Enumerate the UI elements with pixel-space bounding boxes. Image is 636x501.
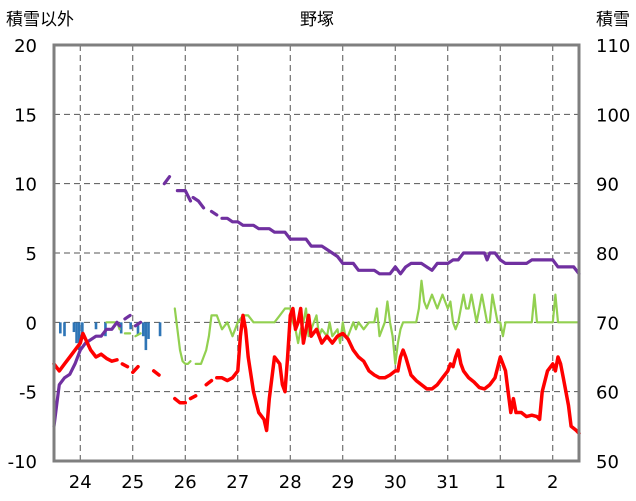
precipitation-bar (94, 322, 98, 330)
snow-depth-line (133, 320, 143, 328)
temperature-line (52, 331, 119, 373)
snow-depth-line (220, 216, 581, 276)
snow-depth-line (175, 189, 193, 203)
temperature-line (173, 396, 188, 405)
x-tick-label: 25 (121, 472, 144, 493)
x-tick-label: 29 (331, 472, 354, 493)
right-tick-labels: 110 100 90 80 70 60 50 (596, 36, 630, 473)
x-tick-label: 24 (69, 472, 92, 493)
temperature-line (215, 306, 581, 436)
left-tick-label: 15 (14, 105, 37, 126)
right-tick-label: 50 (596, 452, 619, 473)
wind-line (194, 279, 581, 365)
x-tick-label: 2 (547, 472, 558, 493)
temperature-line (120, 362, 130, 369)
snow-depth-line (123, 313, 132, 321)
series-lines (52, 175, 581, 436)
precipitation-bar (58, 322, 62, 334)
precipitation-bar (141, 322, 145, 337)
x-tick-label: 31 (436, 472, 459, 493)
precipitation-bars (58, 322, 162, 351)
precipitation-bar (129, 322, 132, 330)
left-tick-label: 5 (26, 244, 37, 265)
temperature-line (188, 394, 198, 401)
plot-frame (52, 43, 581, 463)
left-tick-label: 0 (26, 313, 37, 334)
precipitation-bar (63, 322, 66, 337)
snow-depth-line (209, 209, 219, 217)
right-tick-label: 110 (596, 36, 630, 57)
precipitation-bar (77, 322, 81, 351)
chart-title: 野塚 (300, 10, 334, 30)
right-tick-label: 80 (596, 244, 619, 265)
left-tick-label: 10 (14, 175, 37, 196)
x-tick-label: 30 (384, 472, 407, 493)
right-tick-label: 100 (596, 105, 630, 126)
x-tick-label: 1 (495, 472, 506, 493)
snow-depth-line (162, 175, 172, 186)
snow-depth-line (191, 195, 206, 210)
right-tick-label: 90 (596, 175, 619, 196)
left-tick-label: 20 (14, 36, 37, 57)
x-tick-label: 27 (226, 472, 249, 493)
temperature-line (131, 364, 140, 375)
left-tick-label: -10 (8, 452, 37, 473)
left-axis-label: 積雪以外 (6, 10, 74, 30)
precipitation-bar (147, 322, 150, 339)
right-axis-label: 積雪 (596, 10, 630, 30)
temperature-line (151, 369, 161, 377)
grid-lines (54, 45, 579, 461)
wind-line (134, 332, 142, 338)
right-tick-label: 70 (596, 313, 619, 334)
precipitation-bar (144, 322, 148, 351)
precipitation-bar (136, 322, 140, 335)
precipitation-bar (158, 322, 162, 337)
precipitation-bar (72, 322, 76, 333)
left-tick-label: -5 (19, 383, 37, 404)
precipitation-bar (81, 322, 84, 339)
x-tick-labels: 24 25 26 27 28 29 30 31 1 2 (69, 472, 559, 493)
x-tick-label: 26 (174, 472, 197, 493)
precipitation-bar (75, 322, 78, 344)
precipitation-bar (119, 322, 123, 334)
temperature-line (204, 378, 214, 387)
right-tick-label: 60 (596, 383, 619, 404)
left-tick-labels: 20 15 10 5 0 -5 -10 (8, 36, 37, 473)
wind-line (173, 307, 192, 365)
x-tick-label: 28 (279, 472, 302, 493)
